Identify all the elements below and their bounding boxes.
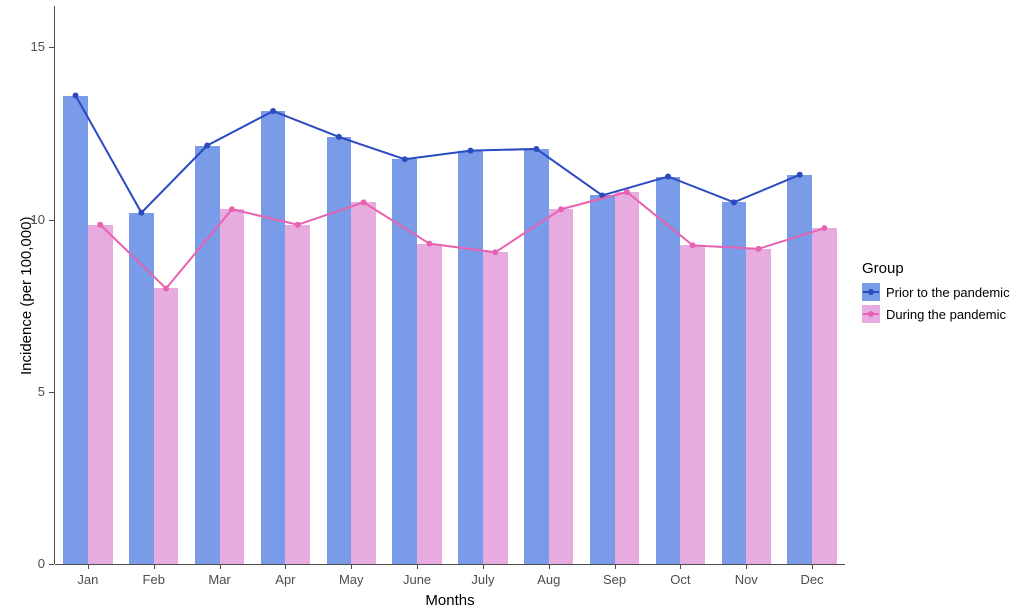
x-axis-line xyxy=(55,564,845,565)
y-tick xyxy=(49,47,54,48)
bar xyxy=(590,195,615,564)
bar xyxy=(746,249,771,564)
y-tick-label: 5 xyxy=(17,384,45,399)
bar xyxy=(154,288,179,564)
bar xyxy=(88,225,113,564)
x-tick xyxy=(615,564,616,569)
legend-swatch xyxy=(862,283,880,301)
x-tick-label: July xyxy=(458,572,508,587)
bar xyxy=(327,137,352,564)
x-tick-label: Aug xyxy=(524,572,574,587)
legend-label: Prior to the pandemic xyxy=(886,285,1010,300)
plot-area xyxy=(55,6,845,564)
series-line xyxy=(76,96,800,213)
x-tick-label: Sep xyxy=(590,572,640,587)
bar xyxy=(351,202,376,564)
legend: Group Prior to the pandemic During the pa… xyxy=(862,260,1010,327)
bar xyxy=(392,159,417,564)
x-tick-label: Mar xyxy=(195,572,245,587)
x-tick-label: Dec xyxy=(787,572,837,587)
x-tick-label: June xyxy=(392,572,442,587)
bar xyxy=(615,192,640,564)
y-tick-label: 0 xyxy=(17,556,45,571)
x-tick-label: Jan xyxy=(63,572,113,587)
bar xyxy=(483,252,508,564)
x-tick-label: Nov xyxy=(721,572,771,587)
legend-label: During the pandemic xyxy=(886,307,1006,322)
legend-title: Group xyxy=(862,260,1010,277)
y-tick xyxy=(49,392,54,393)
y-axis-label: Incidence (per 100,000) xyxy=(18,217,35,375)
x-tick-label: Apr xyxy=(260,572,310,587)
bar xyxy=(129,213,154,564)
bar xyxy=(195,146,220,565)
legend-swatch xyxy=(862,305,880,323)
x-axis-label: Months xyxy=(410,592,490,609)
x-tick xyxy=(812,564,813,569)
x-tick-label: May xyxy=(326,572,376,587)
x-tick xyxy=(680,564,681,569)
y-tick xyxy=(49,220,54,221)
bar xyxy=(417,244,442,564)
bar xyxy=(549,209,574,564)
x-tick xyxy=(351,564,352,569)
bar xyxy=(722,202,747,564)
bar xyxy=(812,228,837,564)
x-tick xyxy=(417,564,418,569)
x-tick xyxy=(154,564,155,569)
bar xyxy=(787,175,812,564)
x-tick-label: Feb xyxy=(129,572,179,587)
y-tick-label: 10 xyxy=(17,212,45,227)
y-tick-label: 15 xyxy=(17,39,45,54)
legend-item: Prior to the pandemic xyxy=(862,283,1010,301)
x-tick xyxy=(746,564,747,569)
bar xyxy=(680,245,705,564)
x-tick-label: Oct xyxy=(655,572,705,587)
x-tick xyxy=(285,564,286,569)
x-tick xyxy=(88,564,89,569)
bar xyxy=(63,96,88,564)
x-tick xyxy=(220,564,221,569)
y-tick xyxy=(49,564,54,565)
bar xyxy=(656,177,681,565)
bar xyxy=(524,149,549,564)
y-axis-line xyxy=(54,6,55,564)
bar xyxy=(220,209,245,564)
bar xyxy=(458,151,483,564)
x-tick xyxy=(483,564,484,569)
legend-item: During the pandemic xyxy=(862,305,1010,323)
bar xyxy=(285,225,310,564)
bar xyxy=(261,111,286,564)
x-tick xyxy=(549,564,550,569)
